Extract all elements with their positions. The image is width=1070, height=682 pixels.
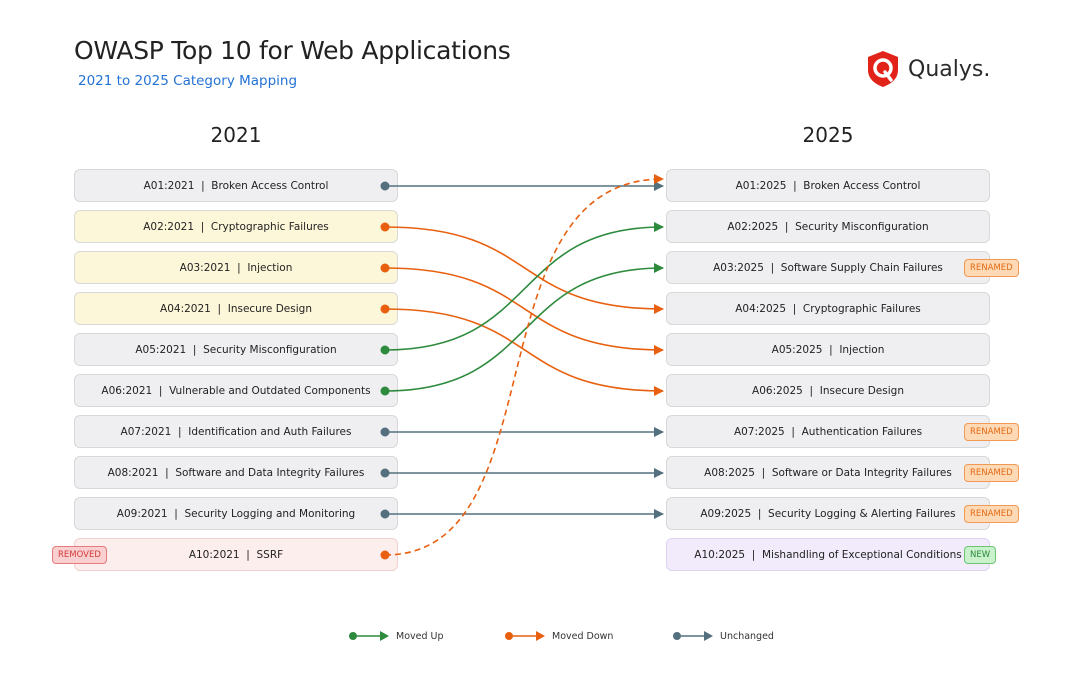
renamed-badge: RENAMED [964,423,1019,441]
arrow-up [384,222,664,351]
category-2021: A04:2021 | Insecure Design [74,292,398,325]
category-label: A08:2021 | Software and Data Integrity F… [107,466,365,479]
column-header-2021: 2021 [210,123,262,147]
legend-arrow-icon [673,631,713,641]
new-badge: NEW [964,546,997,564]
category-2025: A06:2025 | Insecure Design [666,374,990,407]
category-label: A03:2021 | Injection [179,261,293,274]
arrow-down [384,308,664,396]
category-label: A01:2021 | Broken Access Control [143,179,329,192]
legend-item-up: Moved Up [348,630,444,642]
category-label: A09:2025 | Security Logging & Alerting F… [700,507,956,520]
category-2021: A01:2021 | Broken Access Control [74,169,398,202]
category-2021: A03:2021 | Injection [74,251,398,284]
legend-arrow-icon [505,631,545,641]
category-2025: A08:2025 | Software or Data Integrity Fa… [666,456,990,489]
legend-label: Moved Up [396,630,444,642]
page-subtitle: 2021 to 2025 Category Mapping [78,73,298,89]
category-2021: A06:2021 | Vulnerable and Outdated Compo… [74,374,398,407]
arrow-down [384,267,664,355]
renamed-badge: RENAMED [964,259,1019,277]
category-2025: A02:2025 | Security Misconfiguration [666,210,990,243]
category-label: A09:2021 | Security Logging and Monitori… [116,507,356,520]
category-2021: A10:2021 | SSRF [74,538,398,571]
category-2025: A09:2025 | Security Logging & Alerting F… [666,497,990,530]
legend-item-same: Unchanged [672,630,774,642]
legend-label: Unchanged [720,630,774,642]
logo-text: Qualys. [908,56,991,82]
category-2025: A04:2025 | Cryptographic Failures [666,292,990,325]
renamed-badge: RENAMED [964,464,1019,482]
category-2025: A05:2025 | Injection [666,333,990,366]
legend-item-down: Moved Down [504,630,613,642]
category-label: A04:2025 | Cryptographic Failures [735,302,921,315]
category-label: A07:2025 | Authentication Failures [733,425,923,438]
legend-label: Moved Down [552,630,614,642]
category-label: A06:2025 | Insecure Design [752,384,904,397]
category-2021: A08:2021 | Software and Data Integrity F… [74,456,398,489]
category-label: A07:2021 | Identification and Auth Failu… [120,425,352,438]
page-title: OWASP Top 10 for Web Applications [74,36,511,65]
category-2021: A05:2021 | Security Misconfiguration [74,333,398,366]
category-label: A02:2025 | Security Misconfiguration [727,220,929,233]
category-2025: A10:2025 | Mishandling of Exceptional Co… [666,538,990,571]
category-2025: A01:2025 | Broken Access Control [666,169,990,202]
category-2021: A07:2021 | Identification and Auth Failu… [74,415,398,448]
category-label: A10:2025 | Mishandling of Exceptional Co… [694,548,962,561]
category-label: A01:2025 | Broken Access Control [735,179,921,192]
category-label: A08:2025 | Software or Data Integrity Fa… [704,466,952,479]
category-2025: A03:2025 | Software Supply Chain Failure… [666,251,990,284]
category-label: A10:2021 | SSRF [188,548,284,561]
arrow-down [384,174,664,556]
arrow-down [384,226,664,314]
legend-arrow-icon [349,631,389,641]
column-header-2025: 2025 [802,123,854,147]
category-label: A04:2021 | Insecure Design [160,302,312,315]
category-2021: A09:2021 | Security Logging and Monitori… [74,497,398,530]
renamed-badge: RENAMED [964,505,1019,523]
category-2025: A07:2025 | Authentication Failures [666,415,990,448]
category-label: A02:2021 | Cryptographic Failures [143,220,329,233]
category-label: A06:2021 | Vulnerable and Outdated Compo… [101,384,371,397]
qualys-logo: Qualys. [866,50,990,88]
category-label: A03:2025 | Software Supply Chain Failure… [713,261,943,274]
category-label: A05:2025 | Injection [771,343,885,356]
qualys-shield-icon [868,51,898,87]
removed-badge: REMOVED [52,546,107,564]
arrow-up [384,263,664,392]
category-2021: A02:2021 | Cryptographic Failures [74,210,398,243]
category-label: A05:2021 | Security Misconfiguration [135,343,337,356]
